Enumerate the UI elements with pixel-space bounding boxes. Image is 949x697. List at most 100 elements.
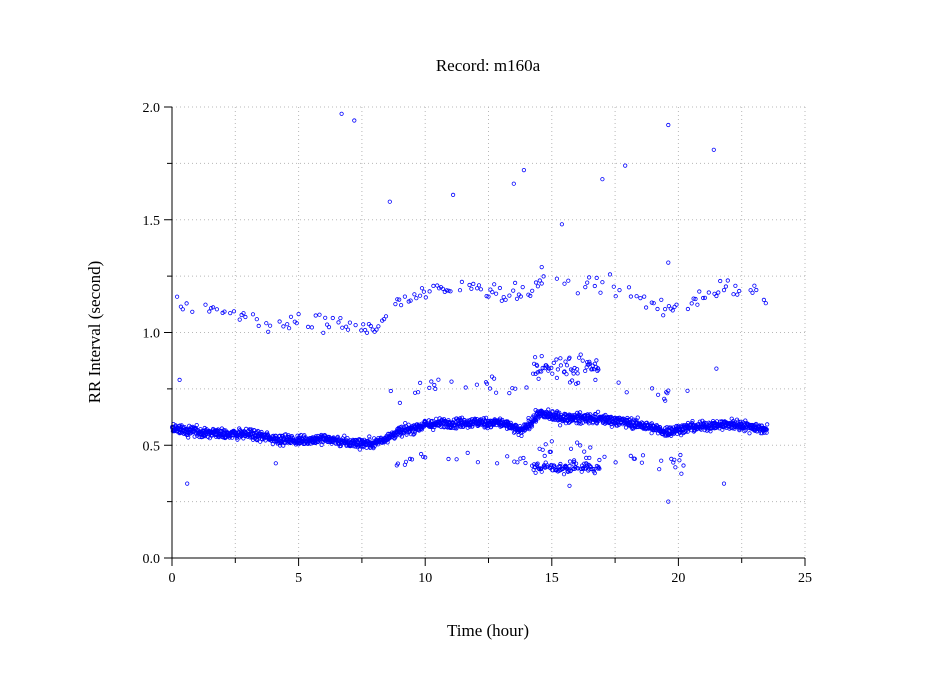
data-point <box>737 288 742 294</box>
data-point <box>440 286 445 291</box>
data-point <box>662 306 668 312</box>
data-point <box>256 323 261 328</box>
data-point <box>427 385 432 390</box>
data-point <box>747 431 752 436</box>
data-point <box>533 419 539 424</box>
data-point <box>414 296 419 301</box>
data-point <box>448 289 453 294</box>
data-point <box>399 434 404 439</box>
data-point <box>523 460 528 466</box>
outlier-point <box>521 168 527 173</box>
data-point <box>526 415 531 421</box>
data-point <box>432 382 437 388</box>
data-point <box>571 462 576 467</box>
data-point <box>223 435 228 441</box>
data-point <box>431 283 436 288</box>
data-point <box>507 293 512 298</box>
data-point <box>649 300 654 305</box>
outlier-point <box>567 483 572 488</box>
data-point <box>436 377 441 382</box>
data-point <box>190 309 195 314</box>
data-point <box>649 431 654 436</box>
data-point <box>554 276 560 281</box>
data-point <box>277 319 282 324</box>
data-point <box>364 330 370 335</box>
data-point <box>583 284 588 290</box>
data-point <box>475 460 480 465</box>
data-point <box>613 460 618 465</box>
data-point <box>598 290 603 295</box>
data-point <box>754 287 759 293</box>
data-point <box>507 390 512 396</box>
data-point <box>192 434 197 439</box>
data-point <box>682 429 688 435</box>
data-point <box>566 278 571 283</box>
data-point <box>499 298 504 303</box>
data-point <box>593 377 598 382</box>
data-point <box>546 368 551 373</box>
data-point <box>336 320 341 325</box>
data-point <box>558 461 563 467</box>
data-point <box>700 295 706 301</box>
data-point <box>558 363 564 368</box>
data-point <box>725 278 730 283</box>
data-point <box>663 398 668 403</box>
data-point <box>590 466 595 472</box>
x-tick-label: 10 <box>418 571 432 586</box>
data-point <box>639 460 645 465</box>
data-point <box>194 422 199 428</box>
data-point <box>285 322 290 327</box>
data-point <box>345 327 351 332</box>
data-point <box>313 313 318 318</box>
data-point <box>580 420 585 425</box>
data-point <box>545 463 550 468</box>
outlier-point <box>666 122 671 128</box>
data-point <box>419 427 425 432</box>
data-point <box>712 291 717 296</box>
data-point <box>563 359 568 364</box>
data-point <box>554 375 560 380</box>
data-point <box>569 378 575 383</box>
data-point <box>743 428 748 433</box>
data-point <box>521 455 526 461</box>
data-point <box>557 423 563 428</box>
x-tick-label: 5 <box>295 571 302 586</box>
data-point <box>574 421 579 426</box>
data-point <box>566 420 572 425</box>
data-point <box>594 358 599 363</box>
data-point <box>429 379 434 384</box>
data-point <box>281 324 286 329</box>
data-point <box>418 451 424 457</box>
data-point <box>613 294 618 299</box>
data-point <box>551 360 556 365</box>
data-point <box>415 390 421 395</box>
data-point <box>550 371 555 376</box>
outlier-point <box>511 181 516 186</box>
data-point <box>541 274 546 279</box>
data-point <box>562 281 567 286</box>
data-point <box>237 317 242 322</box>
data-point <box>575 380 581 385</box>
data-point <box>423 455 428 460</box>
data-point <box>586 362 591 367</box>
data-point <box>322 433 327 438</box>
data-point <box>661 313 666 318</box>
data-point <box>587 361 592 366</box>
data-point <box>640 453 646 458</box>
data-point <box>750 290 755 295</box>
data-point <box>529 424 535 429</box>
data-point <box>433 386 438 391</box>
outlier-point <box>721 481 727 486</box>
data-point <box>178 304 183 309</box>
data-point <box>511 430 517 435</box>
data-point <box>554 357 559 362</box>
data-point <box>567 459 573 464</box>
data-point <box>459 415 465 420</box>
data-point <box>417 380 423 385</box>
data-point <box>491 376 497 381</box>
data-point <box>550 409 555 414</box>
data-point <box>370 327 375 332</box>
data-point <box>530 371 536 376</box>
y-tick-label: 2.0 <box>143 101 161 116</box>
data-point <box>657 467 662 472</box>
